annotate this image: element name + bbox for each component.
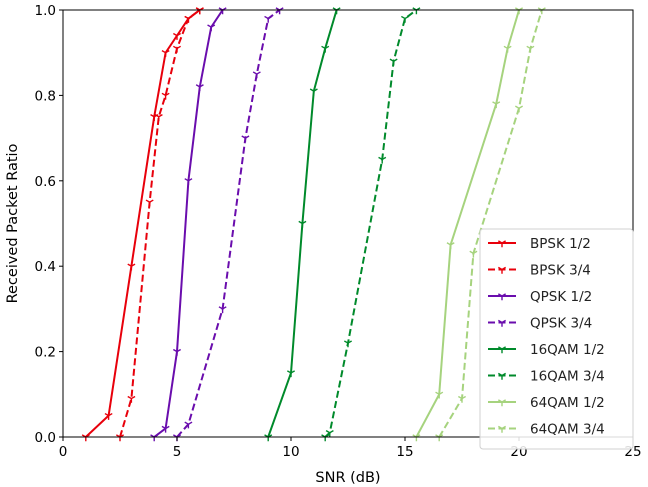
y-axis-title: Received Packet Ratio: [5, 143, 21, 303]
data-point: [207, 24, 216, 32]
data-point: [172, 348, 182, 356]
data-point: [343, 340, 353, 348]
series-line: [267, 9, 338, 437]
legend-marker: [497, 372, 507, 380]
legend-label: 16QAM 1/2: [530, 342, 605, 358]
legend-label: 64QAM 3/4: [530, 422, 605, 438]
data-point: [503, 45, 512, 53]
axes-layer: [62, 9, 634, 438]
legend-marker: [497, 293, 507, 301]
legend-item: 16QAM 1/2: [488, 342, 605, 358]
x-axis-title: SNR (dB): [315, 470, 380, 486]
data-point: [446, 242, 455, 250]
legend-marker: [497, 240, 507, 248]
data-point: [184, 421, 193, 429]
series-line: [119, 9, 201, 437]
legend-item: QPSK 3/4: [488, 316, 592, 332]
legend-marker: [497, 319, 507, 327]
data-point: [161, 49, 170, 57]
data-point: [526, 45, 535, 53]
data-point: [184, 178, 193, 185]
data-point: [104, 412, 113, 420]
legend-marker: [497, 346, 507, 354]
legend-marker: [497, 425, 507, 433]
legend-label: QPSK 1/2: [530, 289, 592, 305]
legend-box: [479, 228, 634, 450]
legend-item: 64QAM 3/4: [488, 422, 605, 438]
data-point: [469, 250, 478, 258]
series-16qam-3-4: [321, 7, 421, 442]
data-point: [514, 7, 524, 15]
data-point: [332, 7, 341, 15]
series-line: [438, 9, 543, 437]
x-tick-label: 10: [282, 444, 299, 460]
y-tick-label: 0.0: [35, 430, 56, 446]
legend-label: BPSK 1/2: [530, 236, 591, 252]
data-point: [127, 395, 136, 403]
legend-label: 16QAM 3/4: [530, 369, 605, 385]
data-point: [492, 101, 501, 109]
data-point: [514, 105, 524, 113]
data-point: [195, 84, 204, 92]
data-point: [286, 370, 296, 378]
data-point: [400, 15, 410, 23]
data-point: [241, 135, 250, 143]
data-point: [154, 114, 163, 121]
series-line: [324, 9, 417, 437]
series-line: [85, 9, 201, 437]
data-point: [161, 92, 170, 100]
series-line: [176, 9, 281, 437]
data-point: [184, 15, 193, 23]
data-point: [309, 88, 318, 96]
legend-item: BPSK 1/2: [488, 236, 591, 252]
legend: BPSK 1/2 BPSK 3/4 QPSK 1/2 QPSK 3/4 16QAM 1/…: [479, 228, 634, 450]
data-point: [264, 15, 273, 23]
data-point: [389, 58, 398, 66]
data-point: [127, 263, 136, 271]
data-point: [325, 430, 334, 437]
legend-item: 16QAM 3/4: [488, 369, 605, 385]
y-tick-label: 0.4: [35, 259, 56, 275]
data-point: [218, 306, 227, 314]
data-point: [172, 32, 182, 40]
y-tick-label: 1.0: [35, 3, 56, 19]
data-point: [321, 45, 330, 53]
legend-item: BPSK 3/4: [488, 263, 591, 279]
data-point: [172, 45, 182, 53]
x-tick-label: 0: [59, 444, 68, 460]
legend-label: BPSK 3/4: [530, 263, 591, 279]
series-line: [153, 9, 224, 437]
y-tick-label: 0.2: [35, 345, 56, 361]
x-tick-label: 5: [173, 444, 182, 460]
data-point: [298, 220, 307, 228]
data-point: [378, 156, 387, 164]
series-64qam-3-4: [435, 7, 546, 442]
legend-label: QPSK 3/4: [530, 316, 592, 332]
data-point: [435, 391, 444, 399]
data-point: [145, 199, 154, 207]
legend-marker: [497, 266, 507, 274]
series-layer: [81, 7, 546, 442]
series-qpsk-3-4: [172, 7, 284, 442]
data-point: [537, 7, 546, 15]
data-point: [161, 425, 170, 433]
legend-label: 64QAM 1/2: [530, 395, 605, 411]
data-point: [412, 7, 421, 15]
series-bpsk-3-4: [115, 7, 204, 442]
ticks-layer: 0 5 10 15 20 250.00.20.40.60.81.0: [35, 3, 642, 460]
series-16qam-1-2: [264, 7, 341, 442]
data-point: [252, 71, 261, 79]
y-tick-label: 0.8: [35, 88, 56, 104]
legend-item: QPSK 1/2: [488, 289, 592, 305]
plot-frame: [62, 9, 634, 438]
y-tick-label: 0.6: [35, 174, 56, 190]
legend-item: 64QAM 1/2: [488, 395, 605, 411]
legend-marker: [497, 399, 507, 407]
x-tick-label: 15: [396, 444, 413, 460]
data-point: [457, 395, 467, 403]
series-line: [415, 9, 520, 437]
